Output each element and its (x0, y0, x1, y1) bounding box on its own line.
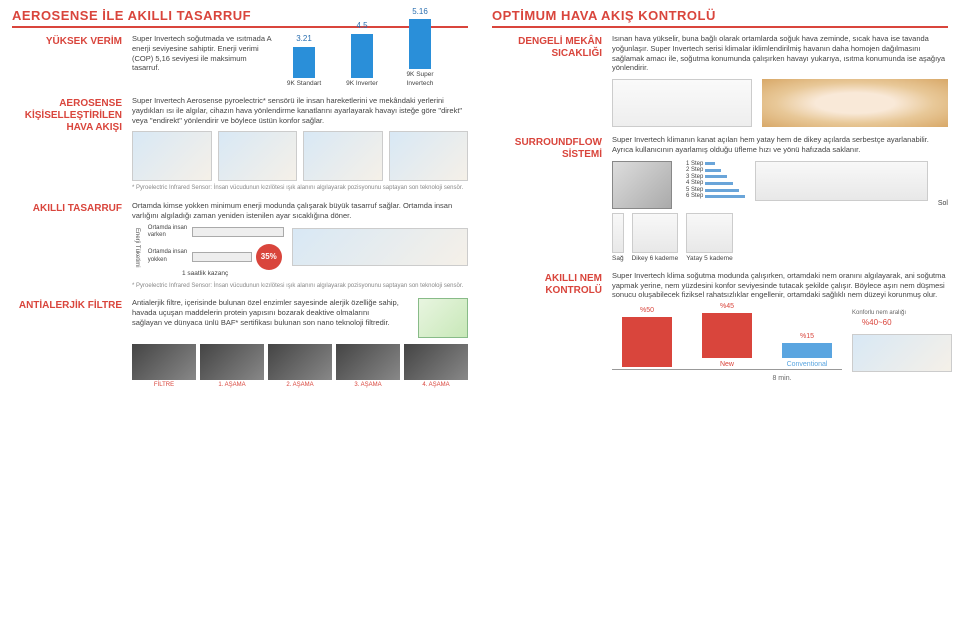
antiallergic-content: Antialerjik filtre, içerisinde bulunan ö… (132, 298, 468, 390)
flow-img-yatay (686, 213, 733, 253)
antiallergic-text: Antialerjik filtre, içerisinde bulunan ö… (132, 298, 400, 338)
smart-save-content: Ortamda kimse yokken minimum enerji modu… (132, 201, 468, 290)
save-bar1-label: Ortamda insan varken (148, 225, 188, 241)
flow-lbl-sag: Sağ (612, 255, 624, 263)
humidity-label: AKILLI NEM KONTROLÜ (492, 271, 602, 384)
aerosense-content: Super Invertech Aerosense pyroelectric* … (132, 96, 468, 193)
fan-step: 4 Step (686, 180, 745, 187)
savings-axis-label: Enerji Tüketimi (132, 228, 140, 268)
flow-lbl-yatay: Yatay 5 kademe (686, 255, 733, 263)
remote-display-img (612, 161, 672, 209)
balanced-label: DENGELİ MEKÂN SICAKLIĞI (492, 34, 602, 127)
aerosense-row: AEROSENSE KİŞİSELLEŞTİRİLEN HAVA AKIŞI S… (12, 96, 468, 193)
balanced-content: Isınan hava yükselir, buna bağlı olarak … (612, 34, 948, 127)
aerosense-img-4 (389, 131, 469, 181)
fan-step: 3 Step (686, 174, 745, 181)
filter-stage: 1. AŞAMA (200, 344, 264, 390)
aerosense-img-1 (132, 131, 212, 181)
humidity-timing: 8 min. (612, 374, 952, 383)
antiallergic-label: ANTİALERJİK FİLTRE (12, 298, 122, 390)
save-bar2-label: Ortamda insan yokken (148, 249, 188, 265)
aerosense-img-2 (218, 131, 298, 181)
flow-lbl-dikey: Dikey 6 kademe (632, 255, 679, 263)
aerosense-label: AEROSENSE KİŞİSELLEŞTİRİLEN HAVA AKIŞI (12, 96, 122, 193)
filter-stages: FİLTRE1. AŞAMA2. AŞAMA3. AŞAMA4. AŞAMA (132, 344, 468, 390)
airflow-wave-img (762, 79, 948, 127)
high-efficiency-row: YÜKSEK VERİM Super Invertech soğutmada v… (12, 34, 468, 88)
save-bar-absent (192, 252, 252, 262)
humidity-bar: %50 (622, 306, 672, 369)
hum-range-sub: Konforlu nem aralığı (852, 310, 952, 318)
fan-step: 6 Step (686, 193, 745, 200)
savings-caption: 1 saatlik kazanç (182, 270, 468, 278)
surround-text: Super Invertech klimanın kanat açıları h… (612, 135, 948, 155)
high-eff-text: Super Invertech soğutmada ve ısıtmada A … (132, 34, 272, 73)
save-pct-badge: 35% (256, 244, 282, 270)
flow-img-sag (612, 213, 624, 253)
right-header: OPTİMUM HAVA AKIŞ KONTROLÜ (492, 8, 948, 28)
balanced-row: DENGELİ MEKÂN SICAKLIĞI Isınan hava yüks… (492, 34, 948, 127)
page: AEROSENSE İLE AKILLI TASARRUF YÜKSEK VER… (0, 0, 960, 639)
filter-stage: 4. AŞAMA (404, 344, 468, 390)
high-eff-label: YÜKSEK VERİM (12, 34, 122, 88)
sol-label: Sol (938, 199, 948, 208)
left-column: AEROSENSE İLE AKILLI TASARRUF YÜKSEK VER… (0, 0, 480, 639)
flow-img-dikey (632, 213, 679, 253)
balanced-text: Isınan hava yükselir, buna bağlı olarak … (612, 34, 948, 73)
savings-chart: Enerji Tüketimi Ortamda insan varken Ort… (132, 225, 468, 271)
smart-save-text: Ortamda kimse yokken minimum enerji modu… (132, 201, 468, 221)
fan-step: 5 Step (686, 187, 745, 194)
surround-flow-images: Sağ Dikey 6 kademe Yatay 5 kademe (612, 213, 948, 263)
cop-chart: 3.219K Standart4.59K Inverter5.169K Supe… (284, 34, 440, 88)
smart-save-row: AKILLI TASARRUF Ortamda kimse yokken min… (12, 201, 468, 290)
humidity-row: AKILLI NEM KONTROLÜ Super Invertech klim… (492, 271, 948, 384)
cop-bar: 4.59K Inverter (342, 21, 382, 88)
hum-range: %40~60 (862, 318, 952, 328)
aerosense-img-3 (303, 131, 383, 181)
right-column: OPTİMUM HAVA AKIŞ KONTROLÜ DENGELİ MEKÂN… (480, 0, 960, 639)
baf-cert-badge (418, 298, 468, 338)
filter-stage: 3. AŞAMA (336, 344, 400, 390)
flow-col-3: Yatay 5 kademe (686, 213, 733, 263)
humidity-bar: %15Conventional (782, 332, 832, 369)
antiallergic-row: ANTİALERJİK FİLTRE Antialerjik filtre, i… (12, 298, 468, 390)
cop-bar: 3.219K Standart (284, 34, 324, 88)
save-bar-present (192, 227, 284, 237)
filter-stage: FİLTRE (132, 344, 196, 390)
cop-bar: 5.169K Super Invertech (400, 7, 440, 88)
humidity-content: Super Invertech klima soğutma modunda ça… (612, 271, 952, 384)
aerosense-images (132, 131, 468, 181)
balanced-images (612, 79, 948, 127)
surround-row: SURROUNDFLOW SİSTEMİ Super Invertech kli… (492, 135, 948, 263)
smart-save-unit-img (292, 228, 468, 266)
aerosense-text: Super Invertech Aerosense pyroelectric* … (132, 96, 468, 125)
fan-step: 2 Step (686, 167, 745, 174)
aerosense-footnote: * Pyroelectric Infrared Sensor: İnsan vü… (132, 185, 468, 193)
flow-col-1: Sağ (612, 213, 624, 263)
surround-top-strip: 1 Step2 Step3 Step4 Step5 Step6 Step Sol (612, 161, 948, 209)
surround-content: Super Invertech klimanın kanat açıları h… (612, 135, 948, 263)
fan-step: 1 Step (686, 161, 745, 168)
surround-label: SURROUNDFLOW SİSTEMİ (492, 135, 602, 263)
fan-steps-list: 1 Step2 Step3 Step4 Step5 Step6 Step (686, 161, 745, 201)
smart-save-footnote: * Pyroelectric Infrared Sensor: İnsan vü… (132, 283, 468, 291)
humidity-text: Super Invertech klima soğutma modunda ça… (612, 271, 952, 300)
high-eff-content: Super Invertech soğutmada ve ısıtmada A … (132, 34, 468, 88)
ac-sol-img (755, 161, 928, 201)
ac-unit-img (612, 79, 752, 127)
filter-stage: 2. AŞAMA (268, 344, 332, 390)
humidity-chart: %50%45New%15Conventional (612, 310, 842, 370)
smart-save-label: AKILLI TASARRUF (12, 201, 122, 290)
hum-range-img (852, 334, 952, 372)
humidity-bar: %45New (702, 302, 752, 369)
flow-col-2: Dikey 6 kademe (632, 213, 679, 263)
